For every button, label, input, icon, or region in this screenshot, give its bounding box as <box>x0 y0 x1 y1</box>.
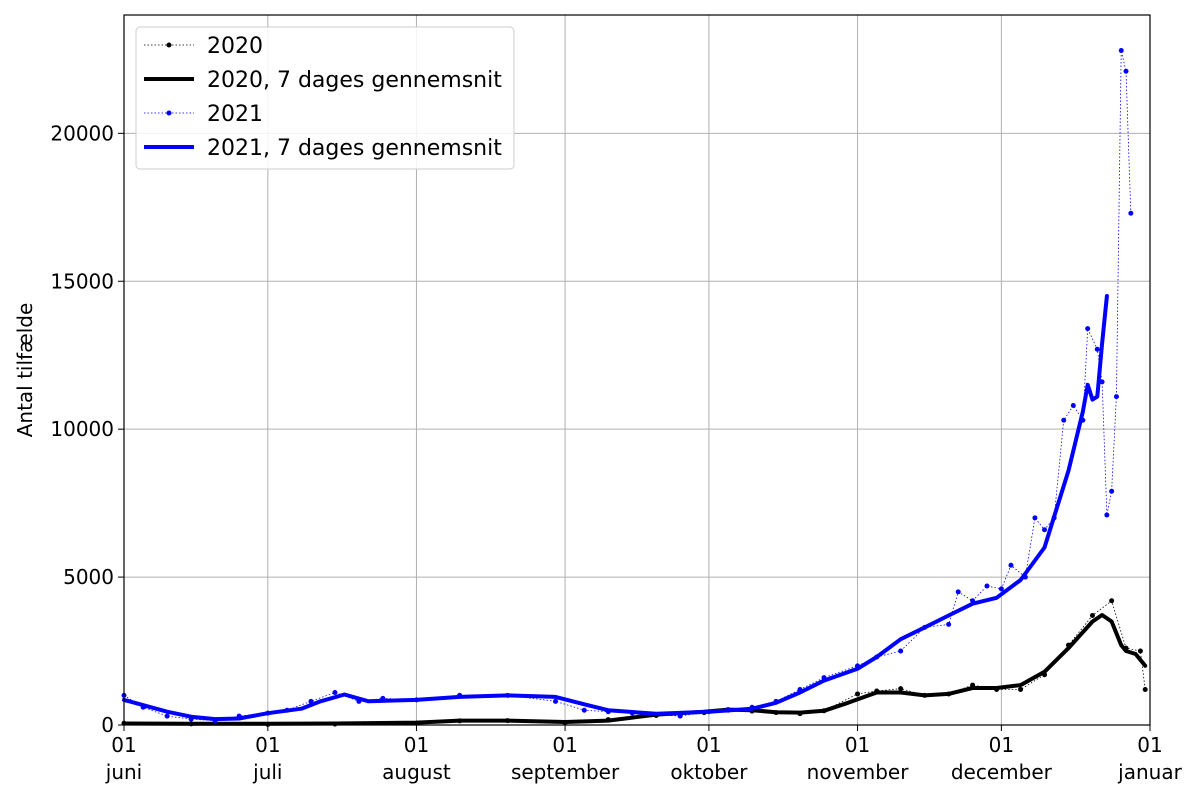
data-point <box>164 713 170 719</box>
series-line-1 <box>122 613 1148 726</box>
data-point <box>1042 527 1048 533</box>
x-tick-day: 01 <box>111 733 136 757</box>
x-tick-month: januar <box>1117 760 1182 784</box>
data-point <box>1109 488 1115 494</box>
data-point <box>332 689 338 695</box>
series-line-2 <box>123 50 1132 722</box>
legend-label: 2021, 7 dages gennemsnit <box>207 136 502 161</box>
y-tick-label: 0 <box>101 713 114 737</box>
data-point <box>1113 394 1119 400</box>
data-point <box>1070 403 1076 408</box>
x-tick-month: juni <box>105 760 142 784</box>
data-point <box>1018 687 1024 692</box>
x-tick-day: 01 <box>1137 733 1162 757</box>
data-point <box>1118 48 1124 53</box>
legend: 2020 2020, 7 dages gennemsnit 2021 2021, 7 … <box>135 26 515 170</box>
y-tick-label: 5000 <box>63 565 114 589</box>
legend-label: 2020 <box>207 34 263 59</box>
data-point <box>1008 562 1014 568</box>
data-point <box>898 686 904 692</box>
data-point <box>1123 68 1129 74</box>
data-point <box>1099 379 1105 385</box>
x-tick-month: december <box>951 760 1053 784</box>
x-tick-month: august <box>382 760 451 784</box>
x-tick-day: 01 <box>696 733 721 757</box>
data-point <box>1142 687 1148 692</box>
data-point <box>1032 515 1038 521</box>
x-tick-month: september <box>511 760 620 784</box>
data-point <box>1089 613 1095 619</box>
axis-ticks: 0 5000 10000 15000 20000 01 juni 01 juli 01 august… <box>50 121 1182 784</box>
x-tick-month: juli <box>252 760 282 784</box>
data-point <box>946 621 952 627</box>
x-tick-day: 01 <box>404 733 429 757</box>
data-point <box>1128 210 1134 216</box>
y-tick-label: 20000 <box>50 121 114 145</box>
x-tick-month: november <box>807 760 910 784</box>
x-tick-day: 01 <box>845 733 870 757</box>
data-point <box>1104 512 1110 518</box>
series-line-3 <box>122 294 1109 722</box>
x-tick-month: oktober <box>670 760 748 784</box>
y-axis-label: Antal tilfælde <box>13 303 37 438</box>
data-point <box>984 583 990 589</box>
plot-frame <box>123 14 1151 726</box>
legend-marker <box>166 110 172 116</box>
legend-label: 2021 <box>207 102 263 127</box>
data-point <box>1061 417 1067 423</box>
legend-box <box>135 26 515 170</box>
data-point <box>1109 598 1115 604</box>
data-point <box>898 648 904 654</box>
data-point <box>552 698 558 704</box>
data-point <box>855 691 861 697</box>
y-tick-label: 10000 <box>50 417 114 441</box>
y-tick-label: 15000 <box>50 269 114 293</box>
x-tick-day: 01 <box>989 733 1014 757</box>
data-point <box>998 586 1004 592</box>
data-point <box>1094 346 1100 352</box>
data-point <box>1085 326 1091 332</box>
data-point <box>581 707 587 713</box>
x-tick-day: 01 <box>552 733 577 757</box>
legend-marker <box>166 42 172 48</box>
data-point <box>1137 648 1143 654</box>
x-tick-day: 01 <box>255 733 280 757</box>
data-point <box>955 589 961 595</box>
legend-label: 2020, 7 dages gennemsnit <box>207 68 502 93</box>
